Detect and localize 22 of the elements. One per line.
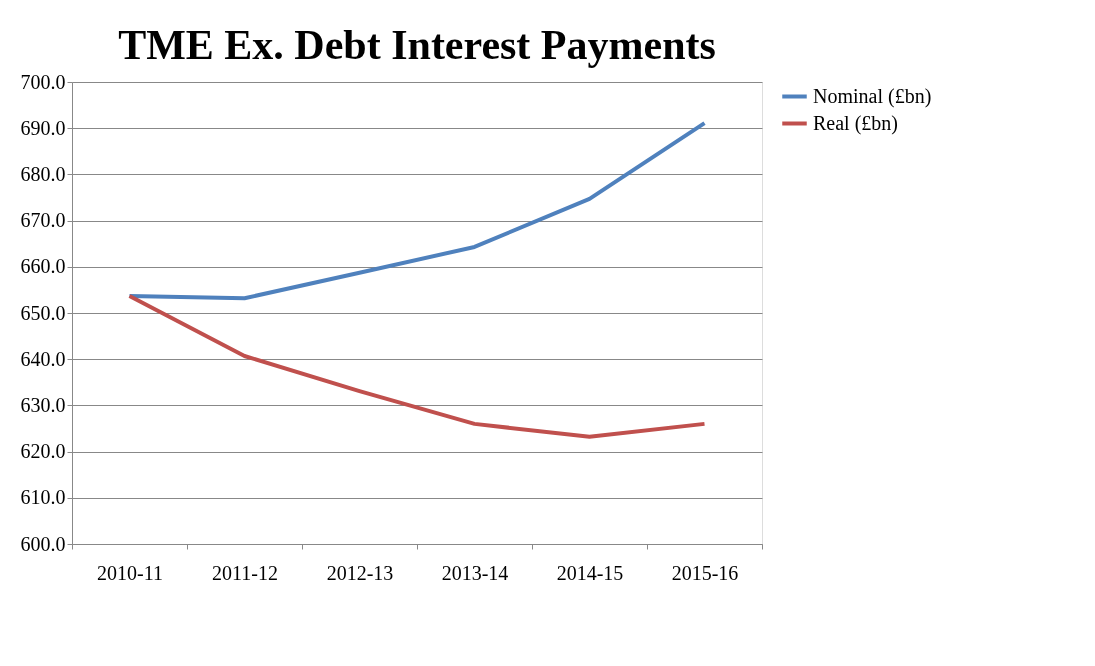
- y-tick-label: 690.0: [20, 116, 66, 139]
- x-tick-label: 2013-14: [441, 561, 509, 584]
- y-tick-label: 670.0: [20, 209, 66, 232]
- y-tick-label: 650.0: [20, 301, 66, 324]
- y-tick-label: 640.0: [20, 347, 66, 370]
- y-tick-label: 700.0: [20, 70, 66, 93]
- line-series: [127, 293, 707, 439]
- x-tick-label: 2012-13: [326, 561, 394, 584]
- x-tick-label: 2014-15: [556, 561, 624, 584]
- y-tick-label: 660.0: [20, 255, 66, 278]
- line-series: [127, 121, 707, 301]
- legend-label: Real (£bn): [813, 111, 898, 135]
- x-tick-label: 2010-11: [97, 561, 163, 584]
- y-tick-label: 610.0: [20, 486, 66, 509]
- y-tick-label: 620.0: [20, 440, 66, 463]
- chart-title: TME Ex. Debt Interest Payments: [118, 22, 716, 68]
- y-tick-label: 680.0: [20, 162, 66, 185]
- legend-label: Nominal (£bn): [813, 84, 932, 108]
- x-tick-label: 2011-12: [212, 561, 278, 584]
- y-tick-label: 630.0: [20, 393, 66, 416]
- x-tick-label: 2015-16: [671, 561, 739, 584]
- y-tick-label: 600.0: [20, 532, 66, 555]
